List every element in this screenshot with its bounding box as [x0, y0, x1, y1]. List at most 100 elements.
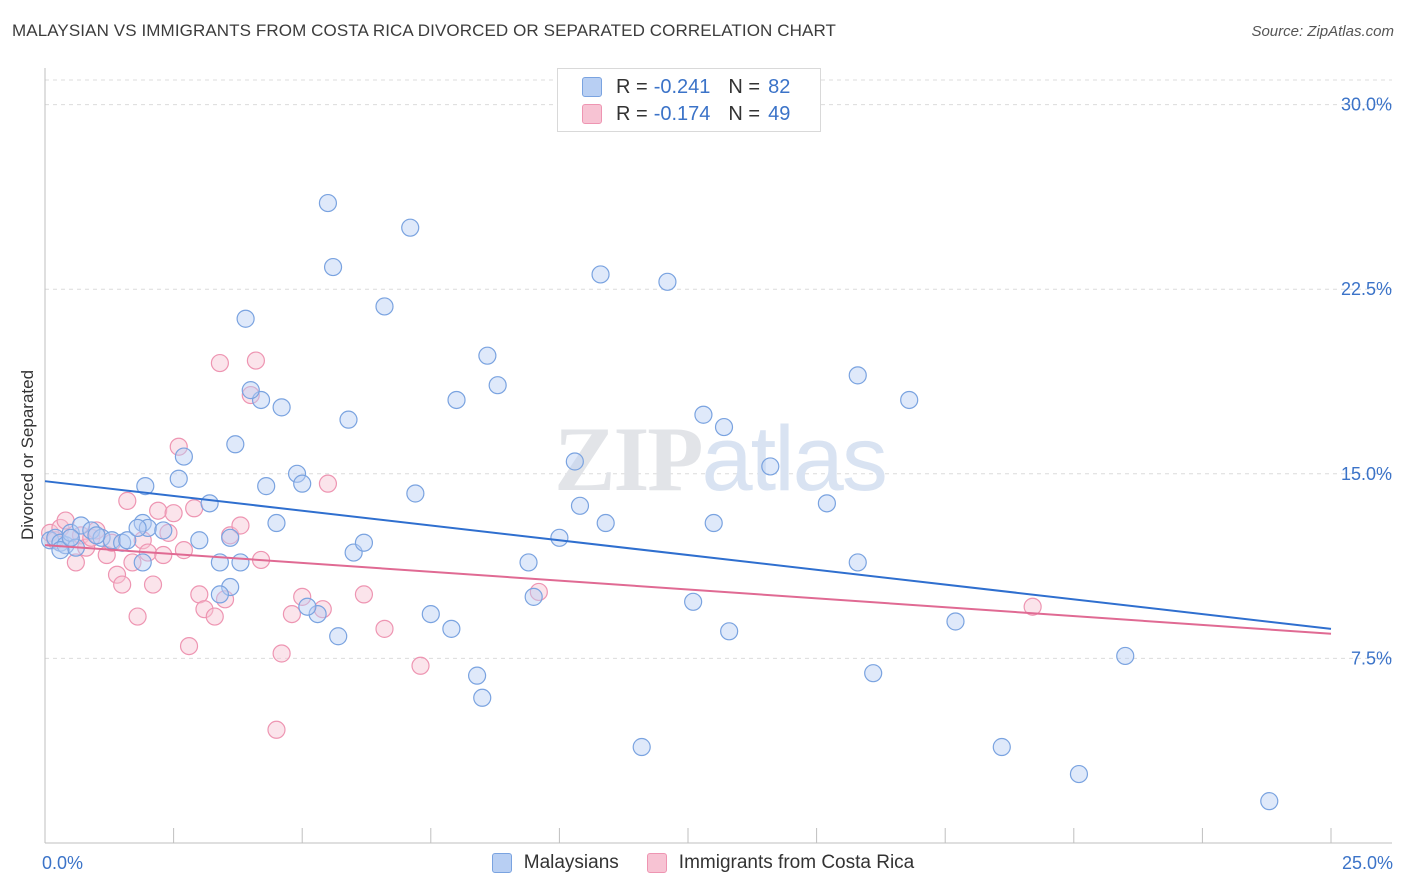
- point-malaysians: [1116, 646, 1135, 666]
- watermark: ZIPatlas: [554, 408, 886, 510]
- point-malaysians: [704, 513, 723, 533]
- point-malaysians: [519, 553, 538, 572]
- point-malaysians: [632, 737, 651, 757]
- point-costa-rica: [169, 437, 188, 456]
- legend-label-malaysians: Malaysians: [523, 852, 619, 873]
- y-tick-label: 7.5%: [1351, 648, 1392, 668]
- point-malaysians: [329, 627, 348, 646]
- point-malaysians: [87, 526, 106, 545]
- chart-title: MALAYSIAN VS IMMIGRANTS FROM COSTA RICA …: [12, 21, 837, 40]
- point-costa-rica: [128, 607, 147, 626]
- point-malaysians: [221, 577, 240, 597]
- point-malaysians: [478, 346, 497, 365]
- point-malaysians: [128, 518, 147, 538]
- point-malaysians: [287, 464, 307, 483]
- point-malaysians: [190, 531, 209, 550]
- point-malaysians: [174, 447, 193, 466]
- point-malaysians: [684, 592, 703, 611]
- legend-n-label: N =: [728, 75, 761, 98]
- point-costa-rica: [107, 565, 127, 584]
- point-costa-rica: [246, 351, 266, 370]
- y-tick-label: 30.0%: [1341, 95, 1392, 115]
- point-malaysians: [467, 666, 487, 685]
- point-malaysians: [596, 513, 615, 533]
- point-costa-rica: [66, 553, 85, 572]
- trend-line-costa-rica: [44, 544, 1332, 635]
- source-label: Source: ZipAtlas.com: [1251, 23, 1394, 40]
- axis-layer: 7.5% 15.0% 22.5% 30.0% 0.0% 25.0%: [42, 68, 1393, 873]
- point-malaysians: [71, 516, 91, 535]
- legend-swatch-blue: [491, 853, 512, 873]
- point-malaysians: [293, 474, 312, 493]
- point-costa-rica: [179, 636, 199, 656]
- point-malaysians: [848, 553, 867, 572]
- point-costa-rica: [282, 604, 302, 624]
- point-costa-rica: [195, 600, 214, 619]
- series-costa-rica-points: [41, 351, 1042, 739]
- point-malaysians: [323, 257, 343, 277]
- point-malaysians: [473, 688, 492, 707]
- correlation-legend: R = -0.241 N = 82 R = -0.174 N = 49: [557, 68, 821, 132]
- legend-item-malaysians[interactable]: Malaysians: [491, 852, 619, 874]
- point-costa-rica: [318, 474, 338, 493]
- legend-r-value: -0.174: [653, 102, 711, 125]
- point-malaysians: [82, 521, 101, 540]
- point-costa-rica: [123, 553, 142, 572]
- series-malaysians-points: [41, 193, 1279, 811]
- point-malaysians: [118, 531, 137, 550]
- legend-n-label: N =: [728, 102, 761, 125]
- y-tick-label: 15.0%: [1341, 464, 1392, 484]
- point-costa-rica: [313, 600, 332, 619]
- trend-layer: [44, 480, 1332, 635]
- point-malaysians: [241, 381, 260, 400]
- point-costa-rica: [354, 585, 374, 604]
- point-malaysians: [421, 604, 440, 624]
- x-tick-label: 0.0%: [42, 853, 83, 873]
- point-malaysians: [900, 390, 919, 410]
- point-costa-rica: [267, 720, 286, 739]
- point-malaysians: [154, 521, 173, 540]
- legend-r-value: -0.241: [653, 75, 711, 98]
- point-malaysians: [565, 452, 584, 471]
- point-malaysians: [447, 390, 466, 410]
- grid-layer: [45, 79, 1392, 659]
- point-malaysians: [231, 553, 250, 572]
- point-malaysians: [488, 376, 507, 395]
- point-malaysians: [136, 477, 155, 496]
- y-axis-label: Divorced or Separated: [18, 370, 37, 540]
- point-malaysians: [133, 513, 152, 533]
- point-costa-rica: [1023, 597, 1042, 616]
- point-malaysians: [257, 477, 276, 496]
- legend-item-costa-rica[interactable]: Immigrants from Costa Rica: [646, 852, 914, 874]
- point-costa-rica: [205, 607, 224, 626]
- point-malaysians: [817, 494, 836, 513]
- point-costa-rica: [293, 587, 312, 606]
- x-tick-label: 25.0%: [1342, 853, 1393, 873]
- point-costa-rica: [210, 353, 229, 373]
- point-malaysians: [375, 297, 394, 316]
- point-costa-rica: [185, 499, 204, 518]
- legend-row-malaysians: R = -0.241 N = 82: [582, 75, 790, 99]
- point-malaysians: [550, 528, 569, 547]
- legend-swatch-blue: [582, 77, 602, 97]
- point-malaysians: [442, 619, 461, 638]
- point-malaysians: [946, 612, 965, 631]
- point-costa-rica: [113, 575, 132, 594]
- point-costa-rica: [164, 504, 183, 523]
- point-malaysians: [221, 528, 240, 547]
- point-malaysians: [848, 366, 867, 385]
- point-malaysians: [401, 218, 420, 237]
- point-costa-rica: [149, 501, 168, 520]
- legend-swatch-pink: [646, 853, 667, 873]
- legend-r-label: R =: [616, 102, 648, 125]
- y-tick-label: 22.5%: [1341, 279, 1392, 299]
- point-malaysians: [406, 484, 425, 503]
- point-costa-rica: [375, 619, 394, 638]
- point-malaysians: [761, 457, 780, 476]
- point-malaysians: [272, 398, 291, 417]
- point-costa-rica: [241, 385, 260, 405]
- point-malaysians: [524, 587, 543, 606]
- point-costa-rica: [231, 516, 250, 535]
- legend-r-label: R =: [616, 75, 648, 98]
